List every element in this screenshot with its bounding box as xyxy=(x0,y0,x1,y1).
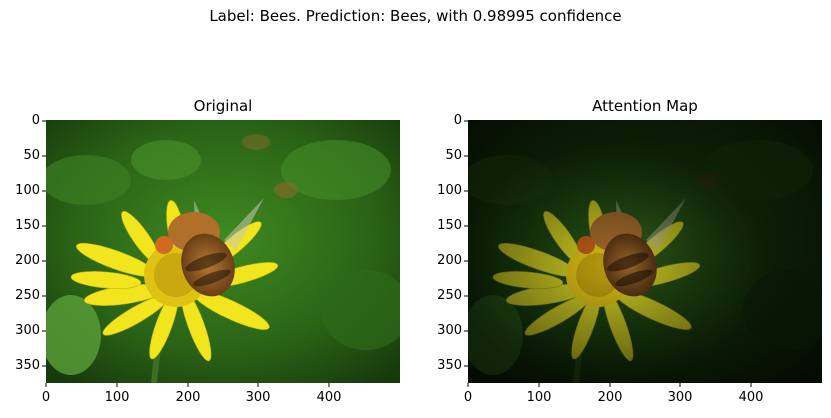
image-attention-map xyxy=(463,120,831,384)
ytick-label: 200 xyxy=(437,253,462,268)
figure-suptitle: Label: Bees. Prediction: Bees, with 0.98… xyxy=(209,7,622,25)
ytick-label: 150 xyxy=(15,218,40,233)
xtick-label: 300 xyxy=(245,390,271,405)
xtick-label: 100 xyxy=(104,390,130,405)
attention-map-image xyxy=(463,120,831,384)
panel-title-attention: Attention Map xyxy=(592,97,698,115)
bee-flower-image xyxy=(41,120,411,384)
xtick-label: 0 xyxy=(41,390,51,405)
ytick-label: 300 xyxy=(15,323,40,338)
xtick-label: 400 xyxy=(316,390,342,405)
xtick-label: 200 xyxy=(175,390,201,405)
ytick-label: 350 xyxy=(437,358,462,373)
ytick-label: 250 xyxy=(437,288,462,303)
ytick-label: 0 xyxy=(453,113,462,128)
image-original xyxy=(41,120,411,384)
bee-shape xyxy=(155,198,264,297)
xtick-label: 0 xyxy=(463,390,473,405)
ytick-label: 50 xyxy=(445,148,462,163)
ytick-label: 350 xyxy=(15,358,40,373)
ytick-label: 100 xyxy=(437,183,462,198)
ytick-label: 0 xyxy=(31,113,40,128)
xtick-label: 200 xyxy=(597,390,623,405)
xtick-label: 400 xyxy=(738,390,764,405)
ytick-label: 100 xyxy=(15,183,40,198)
panel-title-original: Original xyxy=(193,97,253,115)
xtick-label: 100 xyxy=(526,390,552,405)
ytick-label: 150 xyxy=(437,218,462,233)
ytick-label: 300 xyxy=(437,323,462,338)
xtick-label: 300 xyxy=(667,390,693,405)
ytick-label: 50 xyxy=(23,148,40,163)
ytick-label: 200 xyxy=(15,253,40,268)
ytick-label: 250 xyxy=(15,288,40,303)
